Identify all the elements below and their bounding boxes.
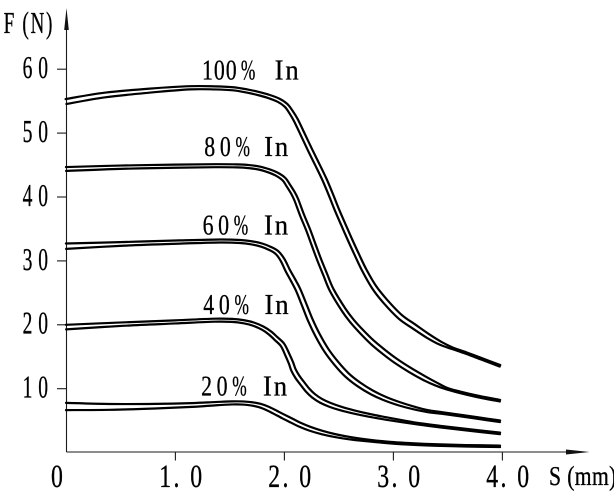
svg-text:40: 40 bbox=[203, 290, 234, 320]
svg-text:1. 0: 1. 0 bbox=[159, 458, 204, 494]
svg-text:40: 40 bbox=[23, 177, 54, 213]
svg-text:S (mm): S (mm) bbox=[549, 462, 614, 492]
svg-text:4. 0: 4. 0 bbox=[486, 458, 531, 494]
svg-text:In: In bbox=[264, 210, 290, 241]
svg-text:80: 80 bbox=[204, 132, 235, 162]
svg-text:60: 60 bbox=[23, 49, 54, 85]
svg-text:20: 20 bbox=[201, 372, 232, 402]
svg-text:%: % bbox=[235, 290, 249, 321]
svg-text:0: 0 bbox=[51, 458, 65, 494]
svg-text:%: % bbox=[236, 132, 250, 163]
svg-text:100: 100 bbox=[202, 56, 238, 86]
svg-text:50: 50 bbox=[23, 113, 54, 149]
svg-text:%: % bbox=[232, 371, 246, 402]
svg-text:In: In bbox=[265, 289, 291, 320]
svg-text:In: In bbox=[275, 55, 301, 86]
svg-text:20: 20 bbox=[23, 305, 54, 341]
svg-text:2. 0: 2. 0 bbox=[268, 458, 313, 494]
svg-text:30: 30 bbox=[23, 241, 54, 277]
svg-text:%: % bbox=[234, 210, 248, 241]
svg-text:10: 10 bbox=[23, 369, 54, 405]
svg-text:%: % bbox=[241, 55, 255, 86]
svg-text:3. 0: 3. 0 bbox=[377, 458, 422, 494]
svg-text:In: In bbox=[264, 131, 290, 162]
svg-text:F (N): F (N) bbox=[4, 5, 55, 40]
svg-text:In: In bbox=[263, 371, 289, 402]
svg-text:60: 60 bbox=[203, 211, 234, 241]
